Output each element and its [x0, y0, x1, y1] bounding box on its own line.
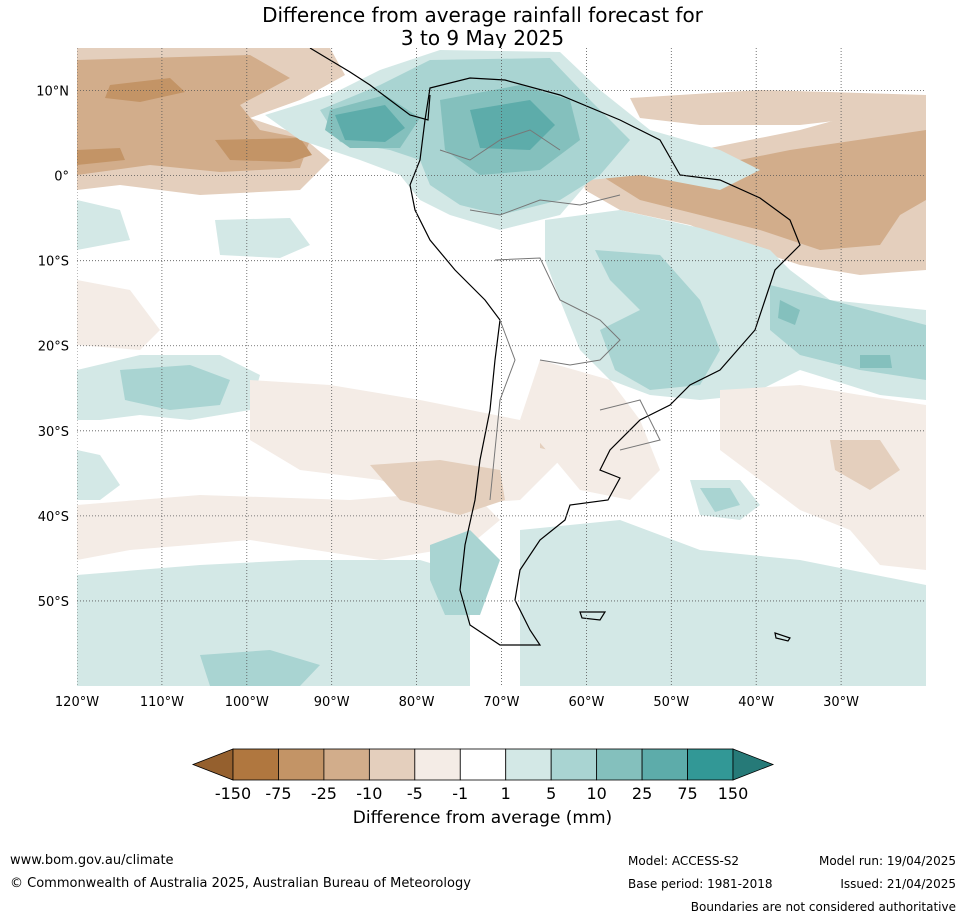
disclaimer-text: Boundaries are not considered authoritat…	[691, 900, 956, 914]
colorbar-swatch	[278, 749, 323, 780]
colorbar-swatch	[688, 749, 733, 780]
colorbar-tick-label: 5	[546, 784, 556, 803]
latitude-tick-label: 30°S	[38, 425, 69, 440]
colorbar-swatch	[597, 749, 642, 780]
longitude-tick-label: 100°W	[225, 695, 269, 710]
colorbar-swatch	[233, 749, 278, 780]
base-period-text: Base period: 1981-2018	[628, 877, 773, 891]
map-area	[77, 48, 926, 686]
colorbar-tick-label: 10	[586, 784, 606, 803]
model-text: Model: ACCESS-S2	[628, 854, 739, 868]
colorbar-swatch	[551, 749, 596, 780]
colorbar-tick-label: 25	[632, 784, 652, 803]
colorbar-swatch	[415, 749, 460, 780]
colorbar	[193, 749, 773, 780]
colorbar-swatch	[460, 749, 505, 780]
latitude-tick-label: 0°	[54, 170, 69, 185]
longitude-tick-label: 120°W	[55, 695, 99, 710]
colorbar-tick-label: -25	[311, 784, 337, 803]
website-link[interactable]: www.bom.gov.au/climate	[10, 853, 174, 868]
issued-text: Issued: 21/04/2025	[840, 877, 956, 891]
colorbar-tick-label: 75	[677, 784, 697, 803]
colorbar-swatch	[369, 749, 414, 780]
latitude-tick-label: 40°S	[38, 510, 69, 525]
colorbar-swatch	[642, 749, 687, 780]
colorbar-tick-label: -5	[407, 784, 423, 803]
longitude-tick-labels: 120°W 110°W 100°W 90°W 80°W 70°W 60°W 50°W 40°W 3…	[55, 695, 859, 710]
longitude-tick-label: 90°W	[314, 695, 350, 710]
latitude-tick-label: 10°N	[36, 85, 69, 100]
colorbar-tick-label: 1	[501, 784, 511, 803]
colorbar-tick-label: -10	[356, 784, 382, 803]
latitude-tick-label: 20°S	[38, 340, 69, 355]
longitude-tick-label: 60°W	[568, 695, 604, 710]
colorbar-tick-label: -75	[265, 784, 291, 803]
rainfall-map-figure: 120°W 110°W 100°W 90°W 80°W 70°W 60°W 50°W 40°W 3…	[0, 0, 965, 919]
colorbar-tick-label: -1	[452, 784, 468, 803]
longitude-tick-label: 50°W	[653, 695, 689, 710]
model-run-text: Model run: 19/04/2025	[819, 854, 956, 868]
colorbar-swatch	[506, 749, 551, 780]
longitude-tick-label: 110°W	[140, 695, 184, 710]
longitude-tick-label: 40°W	[738, 695, 774, 710]
latitude-tick-labels: 10°N 0° 10°S 20°S 30°S 40°S 50°S	[36, 85, 69, 610]
longitude-tick-label: 30°W	[823, 695, 859, 710]
colorbar-tick-labels: -150 -75 -25 -10 -5 -1 1 5 10 25 75 150	[215, 784, 748, 803]
dry-anomaly-region	[215, 138, 312, 162]
colorbar-over-arrow	[733, 749, 773, 780]
latitude-tick-label: 50°S	[38, 595, 69, 610]
colorbar-label: Difference from average (mm)	[0, 808, 965, 828]
longitude-tick-label: 70°W	[484, 695, 520, 710]
colorbar-tick-label: -150	[215, 784, 251, 803]
colorbar-tick-label: 150	[718, 784, 749, 803]
copyright-text: © Commonwealth of Australia 2025, Austra…	[10, 876, 471, 891]
latitude-tick-label: 10°S	[38, 255, 69, 270]
wet-anomaly-region	[860, 355, 892, 368]
colorbar-swatch	[324, 749, 369, 780]
colorbar-under-arrow	[193, 749, 233, 780]
longitude-tick-label: 80°W	[399, 695, 435, 710]
